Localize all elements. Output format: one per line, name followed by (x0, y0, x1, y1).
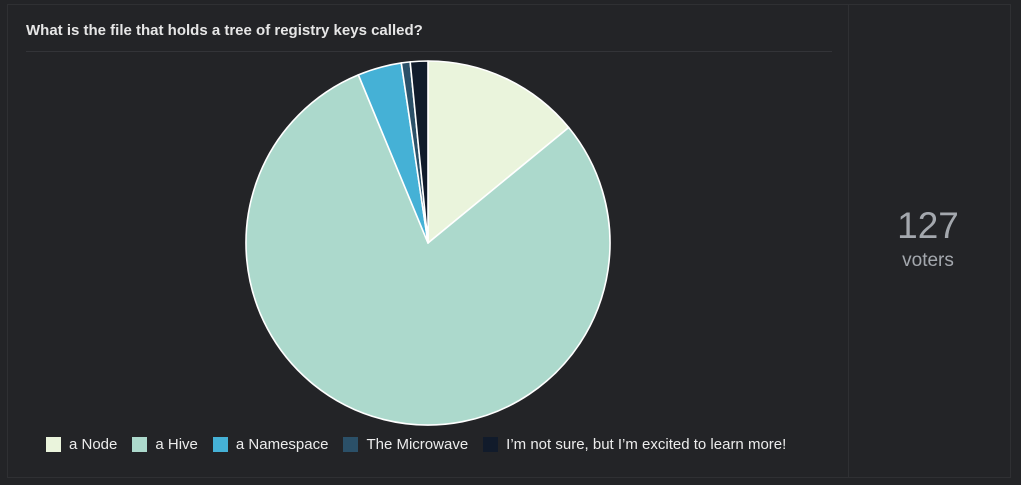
voter-label: voters (902, 250, 954, 271)
legend-item-4[interactable]: I’m not sure, but I’m excited to learn m… (483, 436, 786, 453)
pie-chart (245, 60, 611, 426)
legend-swatch (212, 437, 228, 452)
legend-label: I’m not sure, but I’m excited to learn m… (506, 436, 787, 453)
pie-slice-1[interactable] (245, 74, 611, 426)
chart-legend: a Node a Hive a Namespace The Microwave I’m … (46, 436, 801, 453)
pie-slice-4[interactable] (409, 60, 429, 244)
legend-label: The Microwave (366, 436, 469, 453)
pie-slice-0[interactable] (427, 60, 570, 244)
poll-card (7, 4, 1011, 478)
poll-question: What is the file that holds a tree of re… (26, 22, 423, 39)
chart-panel: What is the file that holds a tree of re… (7, 4, 849, 478)
legend-item-1[interactable]: a Hive (132, 436, 198, 453)
legend-label: a Hive (155, 436, 198, 453)
voter-count: 127 (897, 205, 959, 246)
legend-swatch (483, 437, 499, 452)
voter-stats: 127 voters (849, 4, 1011, 478)
legend-label: a Node (69, 436, 118, 453)
legend-item-0[interactable]: a Node (46, 436, 117, 453)
legend-item-2[interactable]: a Namespace (212, 436, 329, 453)
legend-item-3[interactable]: The Microwave (343, 436, 468, 453)
legend-swatch (132, 437, 148, 452)
legend-label: a Namespace (235, 436, 329, 453)
title-divider (26, 51, 832, 52)
legend-swatch (343, 437, 359, 452)
legend-swatch (46, 437, 61, 452)
